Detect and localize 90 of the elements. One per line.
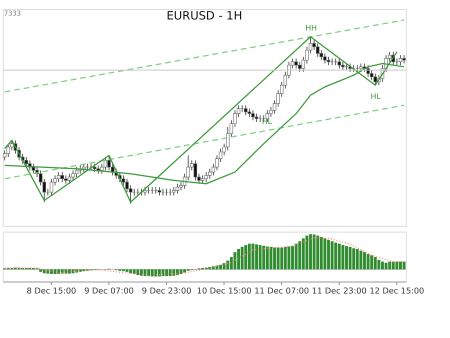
bar	[212, 266, 215, 270]
candlestick	[204, 172, 208, 182]
candlestick	[326, 56, 330, 66]
bar	[305, 236, 308, 270]
candlestick	[60, 172, 64, 182]
bar	[377, 260, 380, 270]
bar	[384, 262, 388, 270]
bar	[240, 246, 244, 270]
bar	[140, 269, 143, 276]
candlestick	[2, 150, 6, 161]
candlestick	[158, 186, 162, 196]
bar	[312, 234, 316, 270]
candlestick	[316, 43, 320, 58]
bar	[258, 245, 262, 270]
annotation: HL	[370, 92, 382, 101]
candlestick	[176, 183, 180, 194]
bar	[46, 269, 50, 274]
bar	[284, 246, 287, 270]
bar	[147, 269, 150, 276]
candlestick	[104, 156, 108, 171]
bar	[176, 269, 179, 276]
bar	[183, 269, 186, 273]
candlestick	[50, 178, 54, 196]
bar	[126, 269, 128, 272]
x-tick-label: 11 Dec 23:00	[312, 286, 367, 296]
candlestick	[6, 143, 10, 158]
bar	[162, 269, 164, 276]
x-tick-label: 8 Dec 15:00	[26, 286, 76, 296]
bar	[72, 269, 74, 274]
bar	[158, 269, 161, 276]
bar	[330, 241, 334, 270]
x-tick-label: 9 Dec 23:00	[142, 286, 192, 296]
candlestick	[71, 170, 75, 181]
bar	[348, 246, 352, 270]
candlestick	[398, 54, 402, 66]
bar	[180, 269, 182, 274]
bar	[273, 248, 276, 270]
bar	[144, 269, 146, 276]
candlestick	[323, 53, 327, 64]
bar	[252, 244, 254, 270]
bar	[222, 263, 226, 270]
bar	[294, 244, 298, 270]
bar	[291, 246, 294, 270]
bar	[276, 248, 280, 270]
bar	[402, 262, 406, 270]
candlestick	[56, 172, 60, 182]
bar	[309, 234, 312, 270]
bar	[234, 252, 236, 270]
bar	[287, 246, 290, 270]
candlestick	[338, 58, 342, 69]
bar	[129, 269, 132, 274]
candlestick	[244, 104, 248, 116]
bar	[266, 246, 269, 270]
bar	[388, 262, 392, 270]
candlestick	[251, 110, 255, 121]
bar	[370, 255, 374, 270]
candlestick	[254, 113, 258, 122]
candlestick	[294, 58, 298, 69]
candlestick	[68, 173, 72, 184]
x-tick-label: 12 Dec 15:00	[369, 286, 424, 296]
bar	[237, 248, 240, 270]
bar	[302, 238, 305, 270]
bar	[399, 262, 402, 270]
bar	[323, 238, 326, 270]
bar	[363, 252, 366, 270]
x-tick-label: 9 Dec 07:00	[84, 286, 134, 296]
bar	[327, 240, 330, 270]
candlestick	[298, 61, 302, 72]
candlestick	[402, 54, 406, 64]
candlestick	[146, 186, 150, 194]
candlestick	[194, 160, 198, 181]
x-tick-label: 11 Dec 07:00	[254, 286, 310, 296]
bar	[219, 264, 222, 270]
x-tick-label: 10 Dec 15:00	[196, 286, 252, 296]
bar	[255, 244, 258, 270]
chart-title: EURUSD - 1H	[166, 8, 242, 23]
bar	[359, 250, 362, 270]
bar	[395, 262, 398, 270]
text: HH	[305, 23, 317, 32]
bar	[381, 262, 384, 270]
bar	[345, 246, 348, 270]
bar	[248, 244, 251, 270]
bar	[39, 269, 42, 272]
bar	[165, 269, 168, 276]
bar	[341, 245, 344, 270]
annotation: HL	[262, 116, 273, 126]
bar	[269, 246, 272, 270]
bar	[57, 269, 60, 274]
candlestick	[74, 166, 78, 178]
bar	[366, 254, 370, 270]
